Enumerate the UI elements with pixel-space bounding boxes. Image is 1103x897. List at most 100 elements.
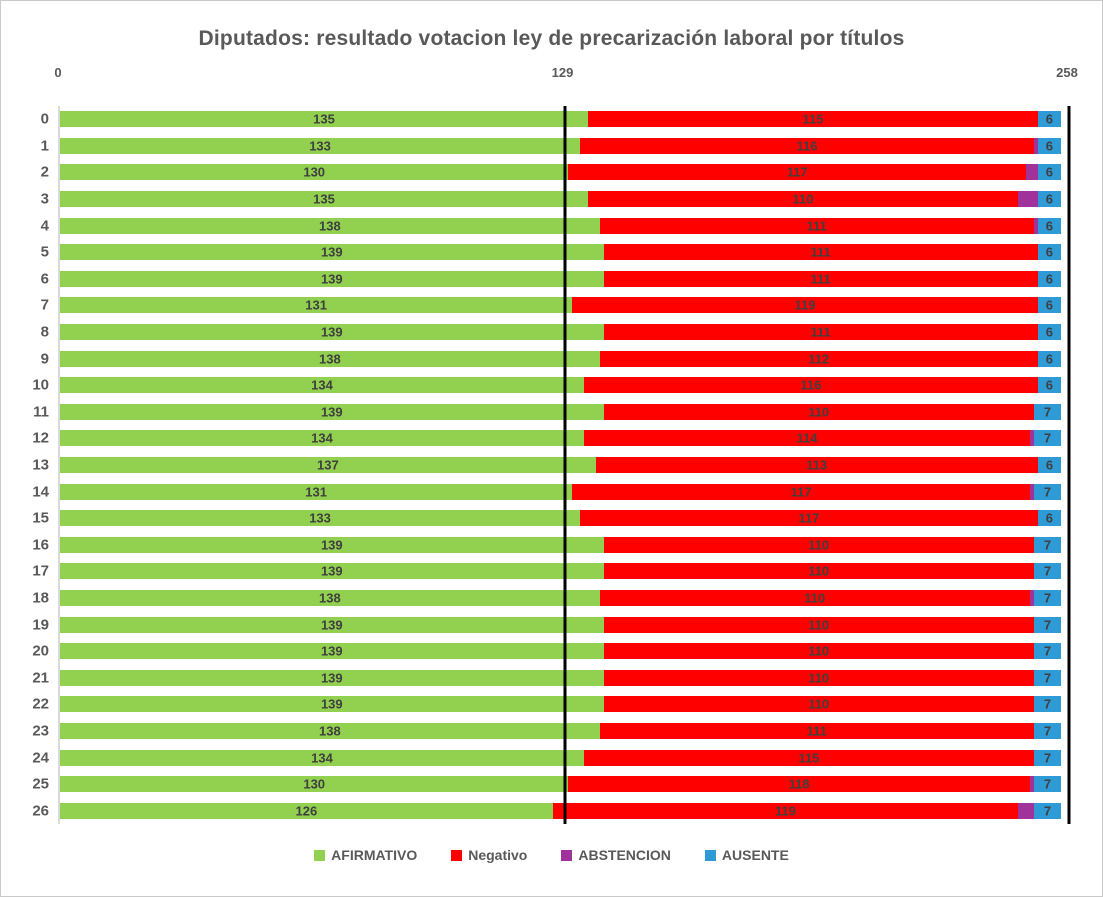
stacked-bar: 126 119 7 xyxy=(60,802,1062,819)
y-axis-label: 17 xyxy=(32,562,49,580)
segment-negativo: 111 xyxy=(603,244,1038,261)
segment-ausente: 7 xyxy=(1033,589,1062,606)
segment-negativo: 117 xyxy=(580,510,1038,527)
y-axis-label: 1 xyxy=(40,137,49,155)
segment-ausente: 7 xyxy=(1033,776,1062,793)
data-label: 139 xyxy=(320,404,343,420)
segment-negativo: 110 xyxy=(603,563,1034,580)
segment-ausente: 7 xyxy=(1033,669,1062,686)
segment-afirmativo: 137 xyxy=(60,457,596,473)
segment-negativo: 117 xyxy=(572,483,1030,500)
data-label: 139 xyxy=(320,537,343,553)
segment-negativo: 116 xyxy=(580,137,1034,154)
segment-afirmativo: 138 xyxy=(60,217,600,234)
y-axis-label: 25 xyxy=(32,775,49,793)
data-label: 110 xyxy=(808,696,830,712)
segment-abstencion xyxy=(1025,164,1038,181)
segment-ausente: 7 xyxy=(1033,536,1062,553)
y-axis-label: 15 xyxy=(32,509,49,527)
data-label: 119 xyxy=(794,297,816,313)
data-label: 135 xyxy=(313,191,335,207)
segment-afirmativo: 138 xyxy=(60,589,600,606)
segment-afirmativo: 133 xyxy=(60,510,581,527)
bar-row: 134 114 7 xyxy=(60,430,1062,447)
legend-swatch-icon xyxy=(314,849,326,861)
data-label: 6 xyxy=(1045,164,1054,180)
data-label: 6 xyxy=(1045,244,1054,260)
data-label: 130 xyxy=(303,164,326,180)
y-axis-label: 8 xyxy=(40,323,49,341)
y-axis-label: 4 xyxy=(40,217,49,235)
segment-afirmativo: 139 xyxy=(60,616,604,633)
y-axis-label: 23 xyxy=(32,722,49,740)
stacked-bar: 138 110 7 xyxy=(60,589,1062,606)
x-axis-tick: 129 xyxy=(551,65,574,80)
data-label: 111 xyxy=(810,244,831,260)
segment-negativo: 113 xyxy=(595,457,1038,473)
data-label: 138 xyxy=(318,351,341,367)
data-label: 133 xyxy=(309,510,331,526)
data-label: 116 xyxy=(796,138,818,154)
segment-negativo: 117 xyxy=(568,164,1026,181)
x-axis-tick: 0 xyxy=(54,65,62,80)
segment-afirmativo: 139 xyxy=(60,643,604,660)
data-label: 139 xyxy=(320,244,343,260)
data-label: 119 xyxy=(774,803,796,819)
data-label: 114 xyxy=(796,430,818,446)
segment-negativo: 116 xyxy=(584,377,1038,394)
segment-afirmativo: 139 xyxy=(60,403,604,420)
segment-afirmativo: 134 xyxy=(60,749,585,766)
segment-afirmativo: 131 xyxy=(60,483,573,500)
segment-afirmativo: 135 xyxy=(60,191,588,208)
segment-negativo: 110 xyxy=(603,403,1034,420)
data-label: 111 xyxy=(810,271,831,287)
segment-ausente: 6 xyxy=(1037,111,1062,128)
y-axis-label: 11 xyxy=(33,403,49,421)
segment-ausente: 7 xyxy=(1033,403,1062,420)
bar-row: 130 117 6 xyxy=(60,164,1062,181)
y-axis-label: 26 xyxy=(32,802,49,820)
segment-afirmativo: 139 xyxy=(60,244,604,261)
stacked-bar: 138 112 6 xyxy=(60,350,1062,367)
data-label: 7 xyxy=(1043,430,1052,446)
segment-afirmativo: 134 xyxy=(60,377,585,394)
data-label: 135 xyxy=(313,111,335,127)
y-axis-label: 0 xyxy=(40,110,49,128)
segment-ausente: 6 xyxy=(1037,270,1062,287)
segment-negativo: 110 xyxy=(603,616,1034,633)
stacked-bar: 133 116 6 xyxy=(60,137,1062,154)
stacked-bar: 134 115 7 xyxy=(60,749,1062,766)
segment-negativo: 115 xyxy=(584,749,1034,766)
legend-swatch-icon xyxy=(704,849,716,861)
stacked-bar: 139 110 7 xyxy=(60,403,1062,420)
reference-line xyxy=(1067,106,1071,824)
segment-ausente: 6 xyxy=(1037,377,1062,394)
bar-row: 139 110 7 xyxy=(60,696,1062,713)
data-label: 118 xyxy=(788,776,810,792)
segment-negativo: 111 xyxy=(599,217,1034,234)
bar-row: 135 110 6 xyxy=(60,191,1062,208)
stacked-bar: 139 111 6 xyxy=(60,270,1062,287)
segment-negativo: 110 xyxy=(599,589,1030,606)
segment-negativo: 110 xyxy=(603,669,1034,686)
plot-area: 135 115 6 133 116 6 130 117 6 135 110 6 138 111 6 139 11… xyxy=(58,106,1071,824)
stacked-bar: 139 110 7 xyxy=(60,563,1062,580)
y-axis-label: 19 xyxy=(32,616,49,634)
data-label: 6 xyxy=(1045,138,1054,154)
bar-row: 131 117 7 xyxy=(60,483,1062,500)
segment-afirmativo: 138 xyxy=(60,722,600,739)
data-label: 139 xyxy=(320,696,343,712)
data-label: 134 xyxy=(311,377,333,393)
y-axis-label: 3 xyxy=(40,190,49,208)
segment-negativo: 111 xyxy=(599,722,1034,739)
stacked-bar: 139 110 7 xyxy=(60,643,1062,660)
segment-ausente: 6 xyxy=(1037,297,1062,314)
data-label: 111 xyxy=(806,218,827,234)
segment-ausente: 6 xyxy=(1037,244,1062,261)
reference-line xyxy=(563,106,566,824)
legend-item-abstencion: ABSTENCION xyxy=(561,847,671,863)
segment-ausente: 7 xyxy=(1033,696,1062,713)
stacked-bar: 139 110 7 xyxy=(60,669,1062,686)
legend-swatch-icon xyxy=(451,849,463,861)
